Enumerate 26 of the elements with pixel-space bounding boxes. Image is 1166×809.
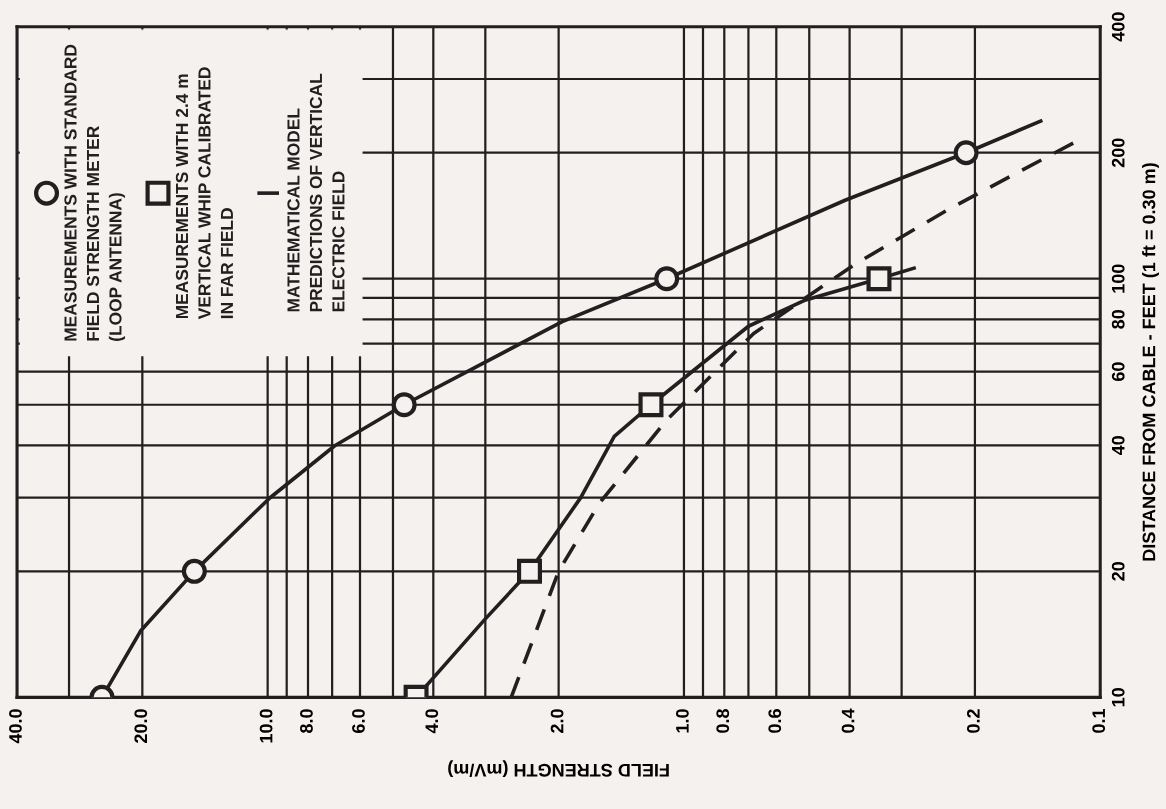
- y-tick-label: 40: [1111, 436, 1125, 456]
- x-tick-label: 0.4: [841, 708, 855, 733]
- y-tick-label: 60: [1111, 362, 1125, 381]
- x-tick-label: 0.1: [1092, 708, 1106, 733]
- x-tick-label: 10.0: [259, 709, 273, 743]
- x-tick-label: 40.0: [9, 709, 22, 744]
- legend-label: MEASUREMENTS WITH 2.4 m VERTICAL WHIP CALIBRATED IN FAR FIELD: [175, 67, 233, 320]
- x-tick-label: 2.0: [550, 709, 564, 733]
- x-axis-title: FIELD STRENGTH (mV/m): [448, 760, 669, 778]
- x-tick-label: 0.8: [716, 709, 730, 733]
- x-tick-label: 0.6: [768, 709, 782, 733]
- x-tick-label: 0.2: [966, 709, 980, 733]
- x-tick-label: 20.0: [134, 709, 148, 743]
- x-tick-label: 4.0: [425, 709, 439, 734]
- y-tick-label: 20: [1111, 562, 1125, 581]
- y-tick-label: 80: [1111, 310, 1125, 329]
- y-tick-label: 400: [1111, 12, 1125, 42]
- y-tick-label: 200: [1111, 138, 1125, 168]
- x-tick-label: 8.0: [300, 709, 313, 733]
- x-tick-label: 6.0: [352, 709, 365, 733]
- y-tick-label: 100: [1111, 264, 1125, 293]
- legend-label: MATHEMATICAL MODEL PREDICTIONS OF VERTICAL ELECTRIC FIELD: [287, 73, 345, 312]
- y-tick-label: 10: [1111, 688, 1125, 707]
- x-tick-label: 1.0: [676, 709, 689, 733]
- y-axis-title: DISTANCE FROM CABLE - FEET (1 ft = 0.30 m): [1142, 163, 1159, 561]
- legend-label: MEASUREMENTS WITH STANDARD FIELD STRENGTH METER (LOOP ANTENNA): [64, 44, 126, 341]
